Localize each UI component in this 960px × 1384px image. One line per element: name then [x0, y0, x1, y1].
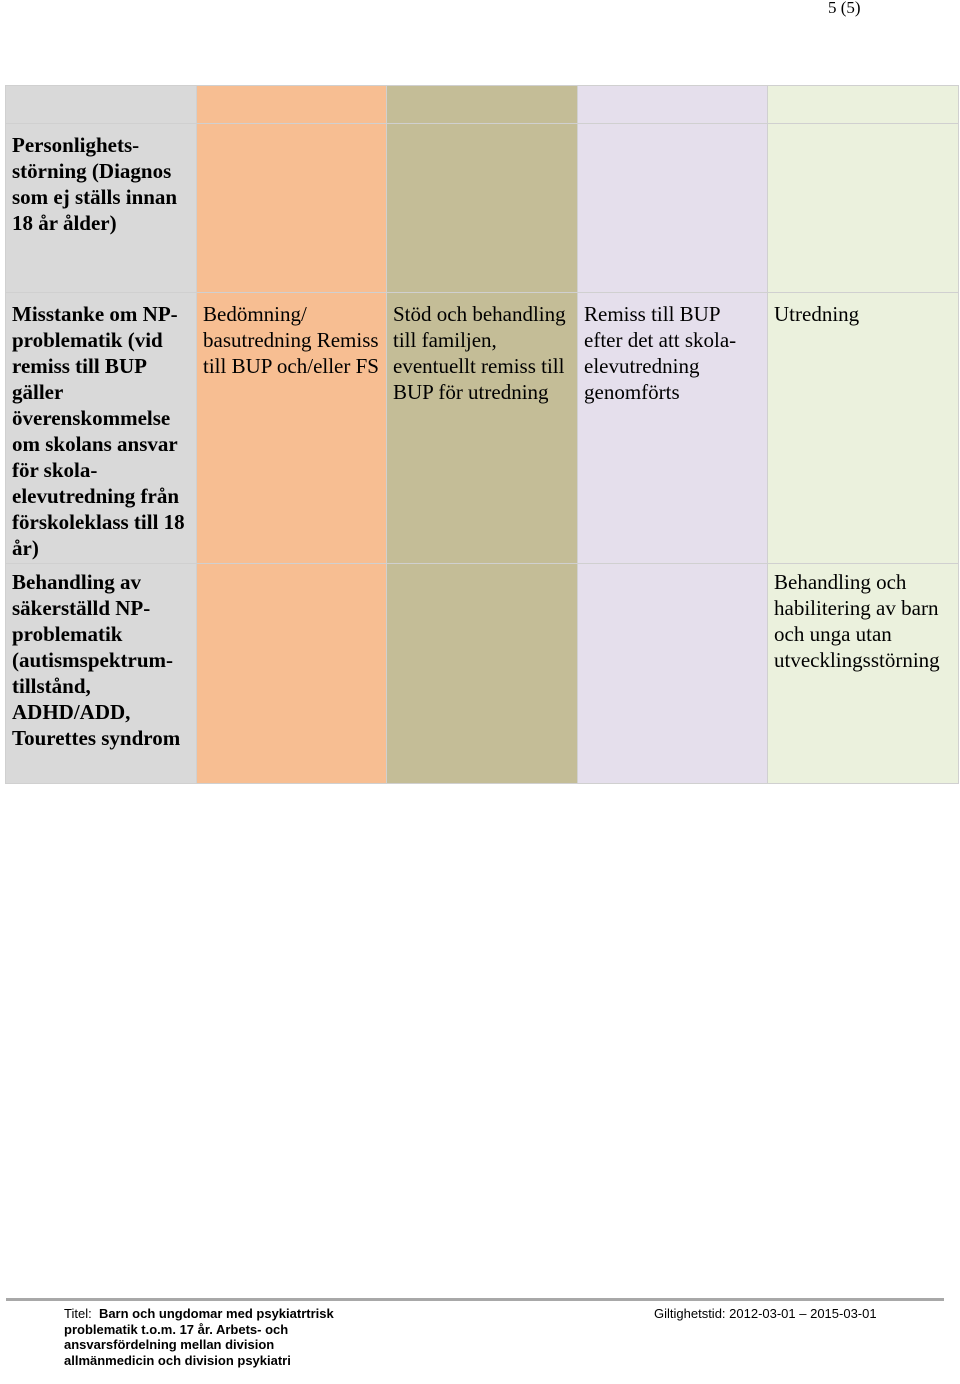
table-header-row [5, 85, 959, 124]
page-number: 5 (5) [828, 0, 861, 17]
table-row: Personlighets- störning (Diagnos som ej … [5, 123, 959, 293]
table-cell [386, 123, 578, 293]
header-cell [196, 85, 387, 124]
header-cell [577, 85, 768, 124]
cell-text [774, 125, 954, 133]
responsibility-table: Personlighets- störning (Diagnos som ej … [5, 85, 959, 784]
table-cell: Bedömning/ basutredning Remiss till BUP … [196, 292, 387, 564]
table-cell: Utredning [767, 292, 959, 564]
table-cell: Stöd och behandling till familjen, event… [386, 292, 578, 564]
row-heading: Misstanke om NP-problematik (vid remiss … [5, 292, 197, 564]
table-cell [196, 123, 387, 293]
row-heading: Personlighets- störning (Diagnos som ej … [5, 123, 197, 293]
row-heading-text: Personlighets- störning (Diagnos som ej … [12, 133, 178, 235]
cell-text: Behandling och habilitering av barn och … [774, 570, 940, 672]
table-cell: Behandling och habilitering av barn och … [767, 563, 959, 784]
header-cell [386, 85, 578, 124]
cell-text [584, 125, 763, 133]
table-cell: Remiss till BUP efter det att skola-elev… [577, 292, 768, 564]
cell-text [393, 125, 573, 133]
row-heading-text: Behandling av säkerställd NP-problematik… [12, 570, 181, 750]
footer-divider [6, 1298, 944, 1301]
table-row: Behandling av säkerställd NP-problematik… [5, 563, 959, 784]
cell-text: Stöd och behandling till familjen, event… [393, 302, 566, 404]
table-cell [386, 563, 578, 784]
cell-text: Remiss till BUP efter det att skola-elev… [584, 302, 737, 404]
cell-text: Utredning [774, 302, 860, 326]
cell-text [584, 565, 763, 570]
header-cell [5, 85, 197, 124]
cell-text [393, 565, 573, 570]
footer-title: Titel: Barn och ungdomar med psykiatrtri… [64, 1306, 334, 1368]
table-row: Misstanke om NP-problematik (vid remiss … [5, 292, 959, 564]
row-heading-text: Misstanke om NP-problematik (vid remiss … [12, 302, 185, 560]
cell-text: Bedömning/ basutredning Remiss till BUP … [203, 302, 379, 378]
table-cell [196, 563, 387, 784]
table-cell [577, 563, 768, 784]
cell-text [203, 125, 382, 133]
row-heading: Behandling av säkerställd NP-problematik… [5, 563, 197, 784]
header-cell [767, 85, 959, 124]
table-cell [577, 123, 768, 293]
footer-title-label: Titel: [64, 1306, 92, 1321]
footer-title-text: Barn och ungdomar med psykiatrtrisk prob… [64, 1306, 334, 1368]
cell-text [203, 565, 382, 570]
table-cell [767, 123, 959, 293]
footer-validity: Giltighetstid: 2012-03-01 – 2015-03-01 [654, 1306, 877, 1321]
